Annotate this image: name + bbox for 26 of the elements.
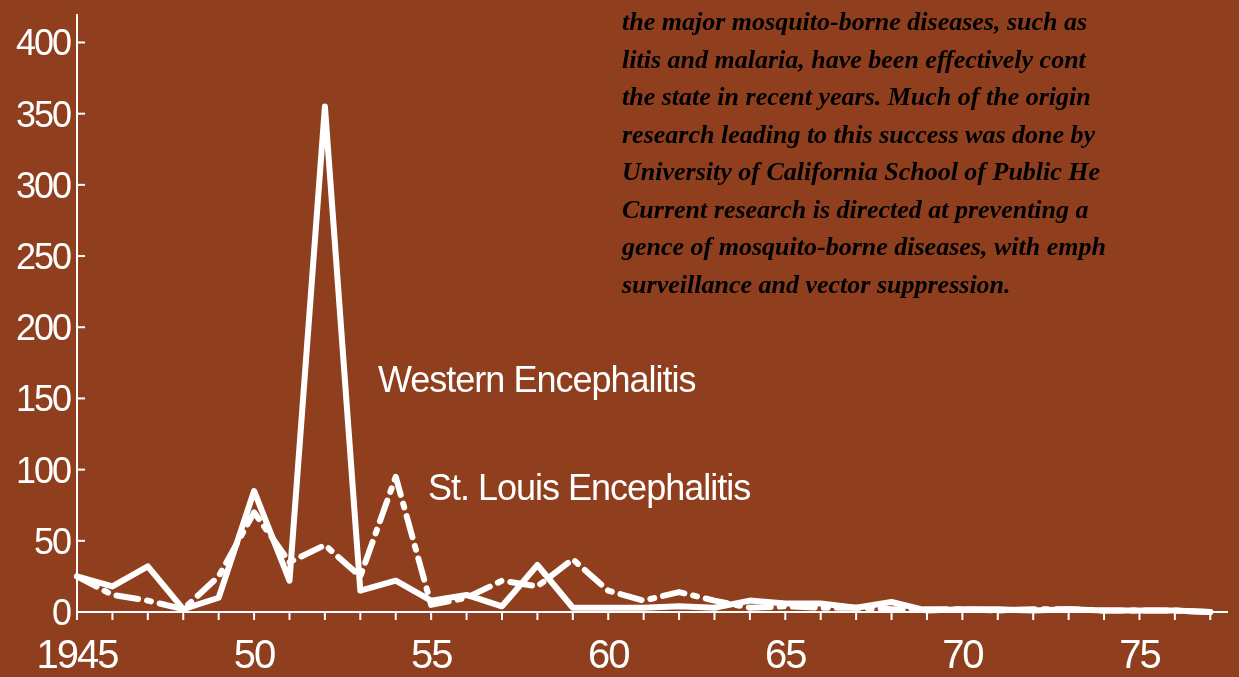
x-tick-label: 65	[765, 632, 807, 676]
y-tick-label: 400	[15, 22, 71, 64]
series-label: Western Encephalitis	[378, 359, 696, 400]
x-tick-label: 55	[410, 632, 453, 676]
y-tick-label: 350	[15, 93, 71, 135]
annotation: University of California School of Public He	[622, 157, 1101, 186]
annotation: research leading to this success was done by	[622, 119, 1096, 149]
y-tick-label: 50	[33, 520, 71, 562]
y-tick-label: 100	[15, 449, 71, 491]
annotation: surveillance and vector suppression.	[621, 269, 1011, 299]
x-tick-label: 1945	[36, 632, 119, 676]
x-tick-label: 70	[942, 632, 984, 676]
annotation: Current research is directed at preventing a	[622, 194, 1089, 224]
y-tick-label: 150	[15, 378, 71, 420]
annotation: the major mosquito-borne diseases, such as	[622, 7, 1088, 36]
annotation: gence of mosquito-borne diseases, with emph	[621, 232, 1106, 261]
x-tick-label: 60	[587, 632, 630, 676]
y-tick-label: 0	[51, 591, 71, 633]
x-tick-label: 75	[1119, 632, 1161, 676]
annotation: litis and malaria, have been effectively cont	[622, 44, 1087, 74]
y-tick-label: 300	[15, 164, 71, 206]
x-tick-label: 50	[233, 632, 276, 676]
annotation: the state in recent years. Much of the origin	[622, 82, 1091, 111]
y-tick-label: 250	[15, 236, 71, 278]
series-label: St. Louis Encephalitis	[428, 467, 751, 508]
y-tick-label: 200	[15, 307, 71, 349]
